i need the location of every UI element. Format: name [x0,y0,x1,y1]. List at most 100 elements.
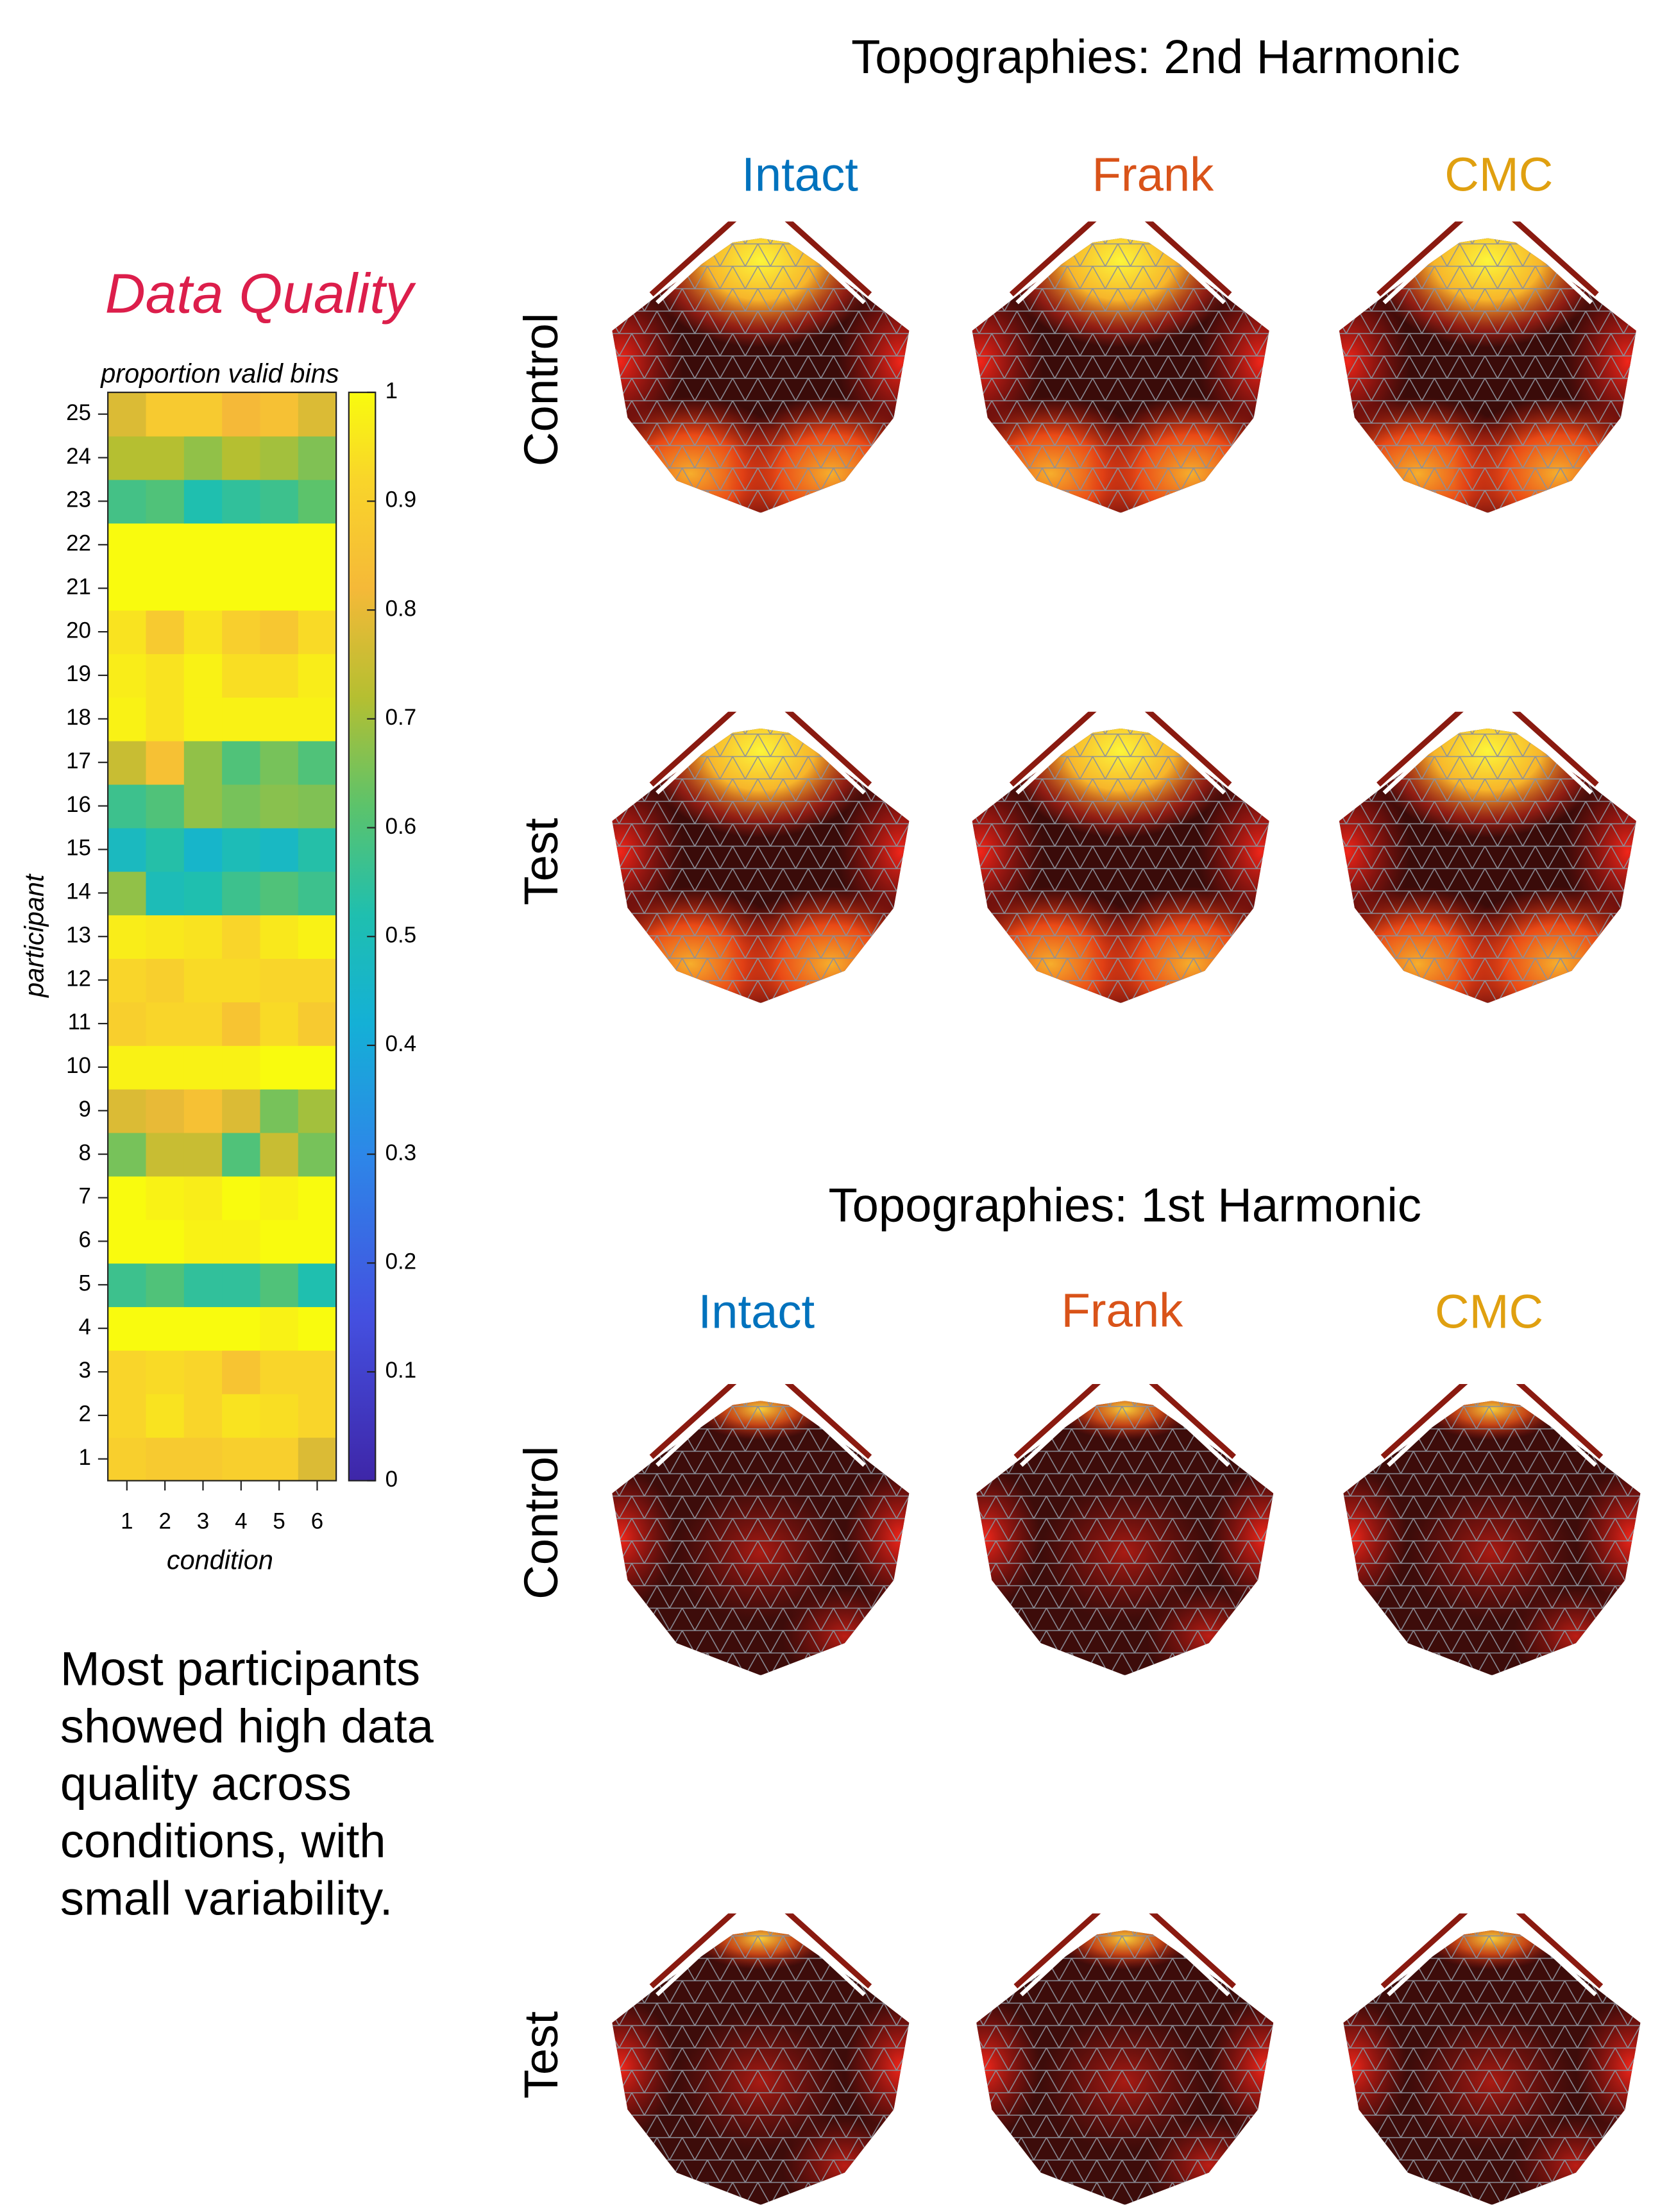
heatmap-cell [146,1306,184,1351]
heatmap-cell [184,1133,223,1177]
heatmap-cell [184,1219,223,1263]
heatmap-cell [184,1263,223,1307]
y-tick-label: 23 [66,487,91,512]
heatmap-cell [222,784,260,829]
heatmap-cell [184,1045,223,1090]
y-tick-label: 13 [66,922,91,947]
heatmap-cell [222,1263,260,1307]
heatmap-cell [146,523,184,567]
heatmap-cell [222,436,260,480]
row-label: Test [514,818,568,906]
heatmap-cell [222,654,260,698]
topography [929,1378,1321,1692]
heatmap-cell [260,1045,298,1090]
heatmap-cell [184,1002,223,1046]
y-tick-label: 9 [79,1097,91,1122]
heatmap-cell [222,1219,260,1263]
heatmap-cell [260,393,298,437]
heatmap-cell [108,871,146,915]
row-label: Control [514,1446,568,1600]
y-tick-label: 25 [66,400,91,425]
heatmap-cell [146,1394,184,1438]
heatmap-cell [298,1306,337,1351]
heatmap-cell [298,1045,337,1090]
heatmap-cell [108,784,146,829]
heatmap-cell [184,393,223,437]
heatmap-cell [184,1306,223,1351]
y-tick-label: 7 [79,1184,91,1209]
heatmap-cell [260,1263,298,1307]
heatmap-cell [222,1002,260,1046]
heatmap-cell [260,784,298,829]
heatmap-cell [222,871,260,915]
heatmap-cell [260,610,298,654]
heatmap-cell [108,1045,146,1090]
y-tick-label: 15 [66,836,91,861]
y-tick-label: 11 [68,1009,91,1034]
heatmap-cell [260,654,298,698]
heatmap-cell [260,741,298,785]
heatmap-cell [184,784,223,829]
heatmap-cell [146,1263,184,1307]
heatmap-cell [260,1219,298,1263]
y-axis-label: participant [19,874,49,999]
heatmap-cell [222,915,260,959]
heatmap-cell [184,566,223,611]
heatmap-cell [298,1350,337,1394]
heatmap-cell [184,523,223,567]
heading: Data Quality [105,262,417,325]
heatmap-cell [260,697,298,741]
heatmap-cell [260,1133,298,1177]
y-tick-label: 21 [66,574,91,599]
note-line: small variability. [60,1872,393,1925]
heatmap-cell [146,393,184,437]
heatmap-cell [260,1350,298,1394]
page: Data Quality proportion valid bins condi… [0,0,1660,2212]
y-tick-label: 5 [79,1271,91,1296]
y-tick-label: 10 [66,1053,91,1078]
heatmap-cell [222,1350,260,1394]
heatmap-cell [298,1437,337,1482]
heatmap-cell [108,915,146,959]
y-tick-label: 19 [66,661,91,686]
y-tick-label: 24 [66,444,91,469]
colorbar-tick-label: 0.9 [385,487,417,512]
heatmap-cell [108,697,146,741]
heatmap-cell [222,523,260,567]
y-tick-label: 20 [66,618,91,643]
heatmap-cell [146,1437,184,1482]
heatmap-cell [260,1002,298,1046]
heatmap-cell [108,436,146,480]
section-title: Topographies: 1st Harmonic [828,1179,1421,1232]
heatmap-cell [298,958,337,1002]
colorbar-tick-label: 0.1 [385,1358,417,1383]
heatmap-cell [108,1133,146,1177]
heatmap-cell [260,566,298,611]
heatmap-cell [184,610,223,654]
column-label: Intact [699,1285,815,1338]
heatmap-cell [146,697,184,741]
y-tick-label: 12 [66,966,91,991]
heatmap-cell [184,958,223,1002]
topography [557,664,963,1040]
heatmap-cell [298,741,337,785]
heatmap-cell [184,915,223,959]
heatmap-cell [222,697,260,741]
heatmap-cell [108,1176,146,1220]
heatmap-cell [298,393,337,437]
colorbar-tick-label: 0.8 [385,596,417,621]
heatmap: 1234567891011121314151617181920212223242… [66,393,337,1534]
note-line: quality across [60,1757,351,1811]
heatmap-cell [108,1394,146,1438]
figure: Data Quality proportion valid bins condi… [0,0,1660,2212]
heatmap-cell [298,915,337,959]
heatmap-cell [260,958,298,1002]
heatmap-cell [222,741,260,785]
y-tick-label: 18 [66,705,91,730]
y-tick-label: 17 [66,748,91,773]
heatmap-cell [108,741,146,785]
colorbar-tick-label: 0.6 [385,814,417,839]
heatmap-cell [222,1045,260,1090]
heatmap-cell [298,1263,337,1307]
chart-title: proportion valid bins [99,358,339,388]
